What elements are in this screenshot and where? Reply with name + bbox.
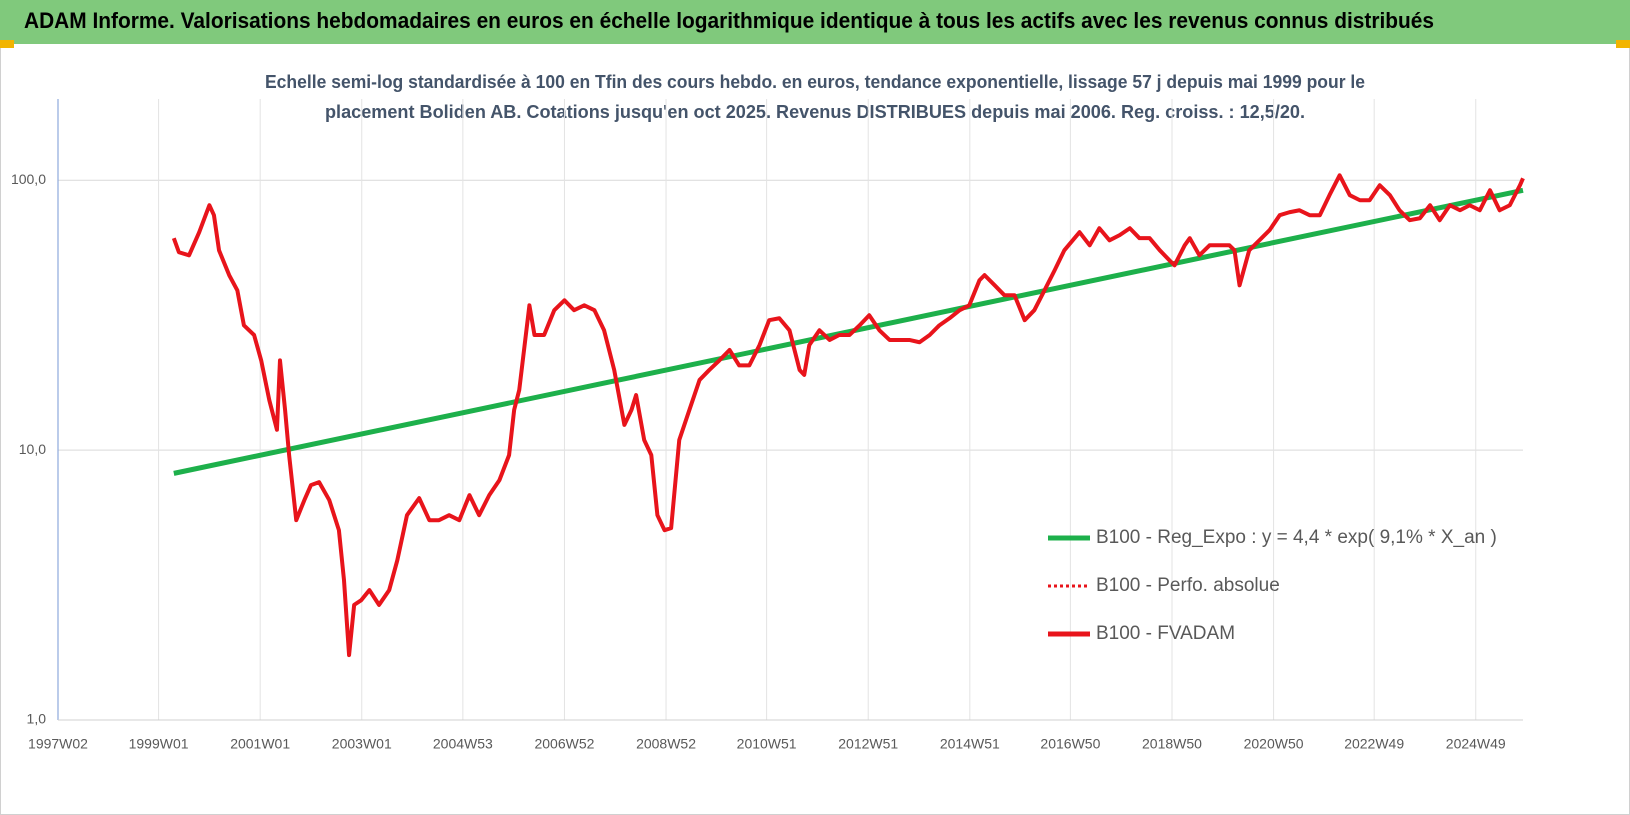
- chart-title: placement Boliden AB. Cotations jusqu'en…: [325, 102, 1305, 122]
- x-tick-label: 2008W52: [636, 736, 696, 752]
- x-tick-label: 2016W50: [1040, 736, 1100, 752]
- x-tick-label: 2001W01: [230, 736, 290, 752]
- x-tick-label: 2014W51: [940, 736, 1000, 752]
- y-tick-label: 1,0: [27, 711, 47, 727]
- x-tick-label: 2024W49: [1446, 736, 1506, 752]
- header-title: ADAM Informe. Valorisations hebdomadaire…: [24, 8, 1434, 33]
- x-tick-label: 2018W50: [1142, 736, 1202, 752]
- x-tick-label: 1997W02: [28, 736, 88, 752]
- x-tick-label: 2006W52: [534, 736, 594, 752]
- chart-title: Echelle semi-log standardisée à 100 en T…: [265, 72, 1365, 92]
- series-line: [171, 173, 1525, 658]
- x-tick-label: 2012W51: [838, 736, 898, 752]
- x-tick-label: 2020W50: [1244, 736, 1304, 752]
- x-tick-label: 2003W01: [332, 736, 392, 752]
- x-tick-label: 2022W49: [1344, 736, 1404, 752]
- y-tick-label: 100,0: [11, 171, 46, 187]
- legend-label: B100 - Perfo. absolue: [1096, 575, 1280, 596]
- legend-label: B100 - FVADAM: [1096, 623, 1235, 644]
- x-tick-label: 2010W51: [737, 736, 797, 752]
- y-tick-label: 10,0: [19, 441, 46, 457]
- corner-mark: [0, 40, 14, 48]
- legend-label: B100 - Reg_Expo : y = 4,4 * exp( 9,1% * …: [1096, 527, 1497, 548]
- x-tick-label: 1999W01: [129, 736, 189, 752]
- corner-mark: [1616, 40, 1630, 48]
- header-band: [0, 0, 1630, 44]
- x-tick-label: 2004W53: [433, 736, 493, 752]
- series-line: [173, 187, 1524, 476]
